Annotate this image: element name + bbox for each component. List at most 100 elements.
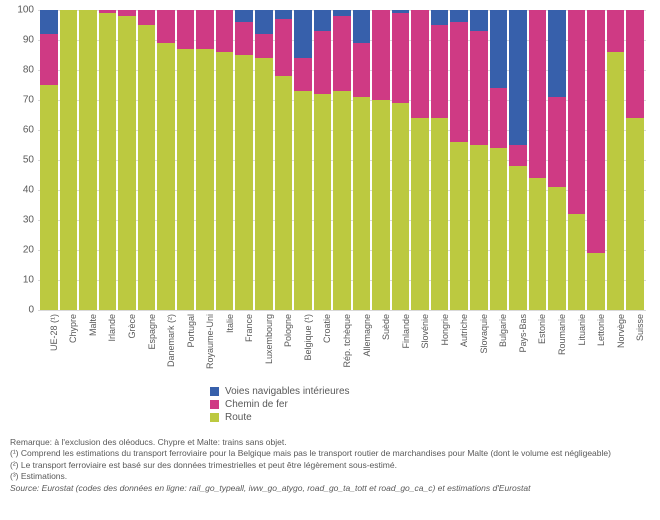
bar-segment-road [235, 55, 253, 310]
x-tick-label: Croatie [314, 310, 332, 380]
note-line: (²) Le transport ferroviaire est basé su… [10, 460, 650, 471]
bar-column [40, 10, 58, 310]
bar-segment-rail [235, 22, 253, 55]
bar-column [392, 10, 410, 310]
bar-segment-road [470, 145, 488, 310]
bar-segment-waterway [450, 10, 468, 22]
bar-segment-rail [587, 10, 605, 253]
bar-segment-rail [431, 25, 449, 118]
x-tick-label: Espagne [138, 310, 156, 380]
bar-segment-waterway [353, 10, 371, 43]
x-tick-label: Luxembourg [255, 310, 273, 380]
bar-segment-road [372, 100, 390, 310]
chart-plot: 0102030405060708090100 [38, 10, 646, 310]
bar-segment-rail [177, 10, 195, 49]
bar-segment-road [450, 142, 468, 310]
bar-column [411, 10, 429, 310]
bar-segment-waterway [431, 10, 449, 25]
x-axis-labels: UE-28 (¹)ChypreMalteIrlandeGrèceEspagneD… [38, 310, 646, 380]
bar-segment-rail [470, 31, 488, 145]
note-line: (¹) Comprend les estimations du transpor… [10, 448, 650, 459]
bar-column [196, 10, 214, 310]
y-tick-label: 20 [12, 245, 34, 256]
note-line: (³) Estimations. [10, 471, 650, 482]
bar-segment-waterway [294, 10, 312, 58]
bar-segment-rail [196, 10, 214, 49]
x-tick-label: Lettonie [587, 310, 605, 380]
legend-swatch [210, 400, 219, 409]
bar-segment-rail [216, 10, 234, 52]
bar-segment-road [294, 91, 312, 310]
y-tick-label: 30 [12, 215, 34, 226]
bar-segment-rail [333, 16, 351, 91]
bar-segment-waterway [470, 10, 488, 31]
x-tick-label: Estonie [529, 310, 547, 380]
legend-item: Voies navigables intérieures [210, 386, 650, 397]
legend-item: Chemin de fer [210, 399, 650, 410]
bar-segment-waterway [255, 10, 273, 34]
footnotes: Remarque: à l'exclusion des oléoducs. Ch… [10, 437, 650, 494]
bar-column [79, 10, 97, 310]
legend-label: Voies navigables intérieures [225, 386, 350, 397]
bar-segment-waterway [40, 10, 58, 34]
bar-segment-road [118, 16, 136, 310]
x-tick-label: Slovaquie [470, 310, 488, 380]
x-tick-label: Italie [216, 310, 234, 380]
legend: Voies navigables intérieures Chemin de fe… [210, 386, 650, 423]
bar-column [294, 10, 312, 310]
bar-column [548, 10, 566, 310]
bar-segment-road [529, 178, 547, 310]
legend-label: Route [225, 412, 252, 423]
bar-segment-road [138, 25, 156, 310]
x-tick-label: Grèce [118, 310, 136, 380]
bar-segment-rail [626, 10, 644, 118]
bar-segment-road [216, 52, 234, 310]
y-tick-label: 70 [12, 95, 34, 106]
x-tick-label: Bulgarie [490, 310, 508, 380]
bar-segment-waterway [275, 10, 293, 19]
x-tick-label: Royaume-Uni [196, 310, 214, 380]
bar-column [509, 10, 527, 310]
x-tick-label: France [235, 310, 253, 380]
bar-column [450, 10, 468, 310]
x-tick-label: Roumanie [548, 310, 566, 380]
bar-column [529, 10, 547, 310]
bar-segment-waterway [548, 10, 566, 97]
note-line: Remarque: à l'exclusion des oléoducs. Ch… [10, 437, 650, 448]
bar-segment-rail [314, 31, 332, 94]
bar-segment-road [157, 43, 175, 310]
y-tick-label: 50 [12, 155, 34, 166]
x-tick-label: Pologne [275, 310, 293, 380]
bar-segment-road [255, 58, 273, 310]
bar-segment-rail [607, 10, 625, 52]
bar-segment-waterway [235, 10, 253, 22]
x-tick-label: Slovénie [411, 310, 429, 380]
bar-column [60, 10, 78, 310]
bar-segment-rail [138, 10, 156, 25]
x-tick-label: Norvège [607, 310, 625, 380]
bar-segment-road [607, 52, 625, 310]
x-tick-label: Finlande [392, 310, 410, 380]
bar-column [138, 10, 156, 310]
bar-segment-road [431, 118, 449, 310]
legend-swatch [210, 413, 219, 422]
note-line-source: Source: Eurostat (codes des données en l… [10, 483, 650, 494]
bar-segment-road [509, 166, 527, 310]
x-tick-label: Suisse [626, 310, 644, 380]
legend-swatch [210, 387, 219, 396]
bar-segment-road [392, 103, 410, 310]
bar-segment-rail [372, 10, 390, 100]
chart-bars [38, 10, 646, 310]
bar-column [157, 10, 175, 310]
x-tick-label: Rép. tchèque [333, 310, 351, 380]
x-tick-label: Autriche [450, 310, 468, 380]
bar-segment-road [353, 97, 371, 310]
x-tick-label: Pays-Bas [509, 310, 527, 380]
y-tick-label: 80 [12, 65, 34, 76]
bar-segment-rail [392, 13, 410, 103]
bar-column [235, 10, 253, 310]
x-tick-label: UE-28 (¹) [40, 310, 58, 380]
bar-segment-road [60, 10, 78, 310]
bar-segment-road [411, 118, 429, 310]
bar-segment-road [587, 253, 605, 310]
